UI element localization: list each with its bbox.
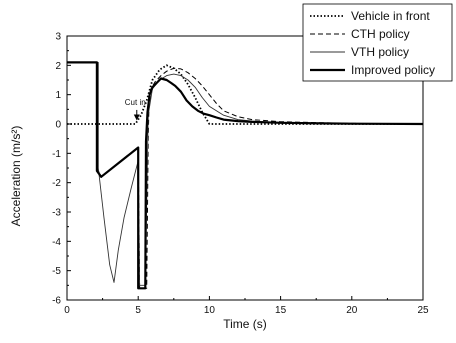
y-tick-label: -5	[52, 266, 61, 277]
series-line-3	[67, 61, 424, 286]
x-tick-label: 20	[346, 305, 358, 316]
legend-label: Vehicle in front	[351, 9, 430, 23]
y-tick-label: 3	[55, 32, 61, 43]
y-tick-label: -2	[52, 178, 61, 189]
cut-in-label: Cut in	[125, 98, 146, 107]
plot-lines	[67, 61, 424, 290]
series-line-2	[67, 61, 424, 289]
y-tick-label: 2	[55, 61, 61, 72]
y-tick-label: 0	[55, 120, 61, 131]
x-axis-title: Time (s)	[223, 317, 267, 331]
x-tick-label: 15	[275, 305, 287, 316]
y-tick-label: -6	[52, 296, 61, 307]
series-line-4	[67, 61, 424, 290]
y-axis-title: Acceleration (m/s²)	[9, 126, 23, 227]
x-tick-label: 0	[64, 305, 70, 316]
y-tick-label: -1	[52, 149, 61, 160]
y-tick-label: -4	[52, 237, 61, 248]
annotations: Cut in	[125, 98, 146, 121]
x-tick-label: 10	[204, 305, 216, 316]
legend: Vehicle in front CTH policy VTH policy Impr…	[302, 3, 453, 82]
x-tick-label: 25	[417, 305, 429, 316]
cut-in-arrowhead	[133, 114, 140, 121]
x-tick-label: 5	[135, 305, 141, 316]
legend-label: Improved policy	[351, 63, 435, 77]
axes: 0 5 10 15 20 25 -6 -5 -4 -3 -2 -1 0 1 2 3	[52, 32, 429, 317]
y-tick-label: 1	[55, 90, 61, 101]
legend-label: CTH policy	[351, 27, 410, 41]
y-tick-label: -3	[52, 208, 61, 219]
legend-label: VTH policy	[351, 45, 409, 59]
